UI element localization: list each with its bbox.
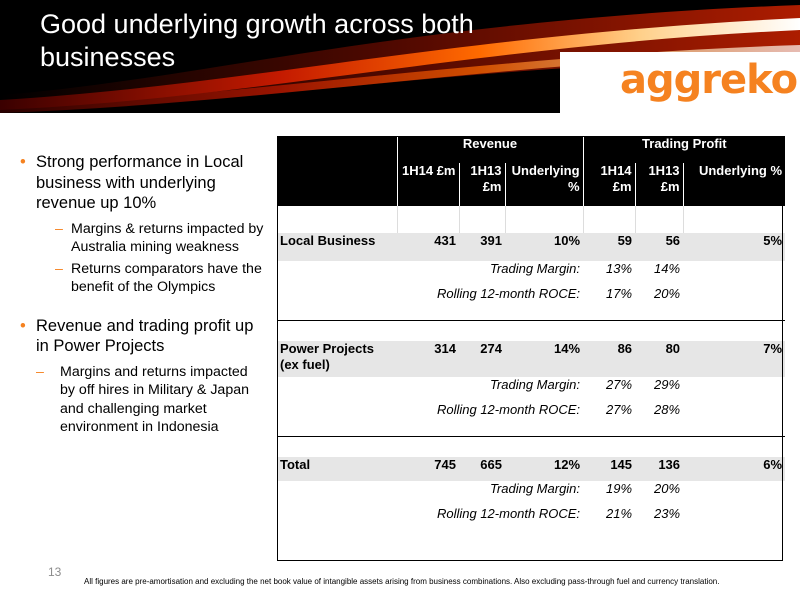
table-row: Trading Margin: 19% 20% <box>277 481 785 506</box>
revenue-header: Revenue <box>396 136 584 163</box>
table-cell: 14% <box>505 341 584 377</box>
bullet-dot-icon: • <box>20 153 26 171</box>
table-row: Rolling 12-month ROCE: 27% 28% <box>277 402 785 437</box>
column-header: 1H13 £m <box>458 163 505 206</box>
table-row: Trading Margin: 27% 29% <box>277 377 785 402</box>
column-header: 1H14 £m <box>396 163 459 206</box>
table-cell: 19% <box>606 481 633 496</box>
bullet-text: Strong performance in Local business wit… <box>36 153 244 212</box>
column-header-row: 1H14 £m 1H13 £m Underlying % 1H14 £m 1H1… <box>277 163 786 206</box>
roce-label: Rolling 12-month ROCE: <box>436 506 581 521</box>
table-row: Trading Margin: 13% 14% <box>277 261 785 286</box>
table-cell: 27% <box>606 402 633 417</box>
column-header: 1H14 £m <box>582 163 636 206</box>
roce-label: Rolling 12-month ROCE: <box>436 286 581 301</box>
table-cell: 274 <box>459 341 505 377</box>
aggreko-logo: aggreko <box>620 57 798 103</box>
table-row: Local Business 431 391 10% 59 56 5% <box>277 233 786 261</box>
table-cell: 391 <box>459 233 505 261</box>
roce-label: Rolling 12-month ROCE: <box>436 402 581 417</box>
trading-margin-label: Trading Margin: <box>489 377 581 392</box>
header-swoosh-graphic <box>0 5 800 113</box>
results-table: Revenue Trading Profit 1H14 £m 1H13 £m U… <box>277 136 786 540</box>
table-cell: 745 <box>397 457 459 481</box>
table-cell: 23% <box>654 506 681 521</box>
sub-bullet-text: Margins and returns impacted by off hire… <box>60 363 249 436</box>
table-cell: 20% <box>654 286 681 301</box>
group-header-row: Revenue Trading Profit <box>277 136 786 163</box>
column-header: Underlying % <box>504 163 584 206</box>
corner-cell <box>277 163 397 206</box>
table-cell: 21% <box>606 506 633 521</box>
slide-header: Good underlying growth across both busin… <box>0 0 800 113</box>
row-label: Local Business <box>277 233 397 261</box>
bullet-item: • Strong performance in Local business w… <box>20 152 265 214</box>
table-cell: 145 <box>583 457 636 481</box>
sub-bullet-item: – Margins & returns impacted by Australi… <box>20 220 265 257</box>
table-cell: 665 <box>459 457 505 481</box>
table-cell: 136 <box>635 457 684 481</box>
table-cell: 10% <box>505 233 584 261</box>
trading-margin-label: Trading Margin: <box>489 261 581 276</box>
bullet-text: Revenue and trading profit up in Power P… <box>36 316 254 356</box>
table-cell: 431 <box>397 233 459 261</box>
table-cell: 14% <box>654 261 681 276</box>
table-cell: 13% <box>606 261 633 276</box>
table-cell: 314 <box>397 341 459 377</box>
table-cell: 59 <box>583 233 636 261</box>
slide-title: Good underlying growth across both busin… <box>40 9 474 72</box>
column-header: Underlying % <box>682 163 786 206</box>
table-cell: 29% <box>654 377 681 392</box>
table-row: Total 745 665 12% 145 136 6% <box>277 457 786 481</box>
table-cell: 7% <box>683 341 786 377</box>
table-cell: 86 <box>583 341 636 377</box>
table-cell: 6% <box>683 457 786 481</box>
row-label: Total <box>277 457 397 481</box>
table-cell: 17% <box>606 286 633 301</box>
trading-margin-label: Trading Margin: <box>489 481 581 496</box>
table-cell: 56 <box>635 233 684 261</box>
bullet-item: • Revenue and trading profit up in Power… <box>20 316 265 357</box>
table-cell: 5% <box>683 233 786 261</box>
table-cell: 28% <box>654 402 681 417</box>
page-number: 13 <box>48 565 62 579</box>
sub-bullet-item: – Returns comparators have the benefit o… <box>20 260 265 297</box>
column-header: 1H13 £m <box>634 163 684 206</box>
sub-bullet-item: – Margins and returns impacted by off hi… <box>20 363 265 437</box>
table-row: Rolling 12-month ROCE: 21% 23% <box>277 506 785 540</box>
table-cell: 27% <box>606 377 633 392</box>
corner-cell <box>277 136 397 163</box>
row-label: Power Projects (ex fuel) <box>277 341 397 377</box>
table-cell: 12% <box>505 457 584 481</box>
dash-icon: – <box>55 260 63 277</box>
dash-icon: – <box>36 363 44 380</box>
bullet-dot-icon: • <box>20 316 26 335</box>
table-row: Power Projects (ex fuel) 314 274 14% 86 … <box>277 341 786 377</box>
trading-profit-header: Trading Profit <box>582 136 786 163</box>
dash-icon: – <box>55 220 63 237</box>
table-cell: 20% <box>654 481 681 496</box>
table-cell: 80 <box>635 341 684 377</box>
sub-bullet-text: Margins & returns impacted by Australia … <box>71 220 264 256</box>
footnote: All figures are pre-amortisation and exc… <box>84 577 720 586</box>
sub-bullet-text: Returns comparators have the benefit of … <box>71 260 262 296</box>
table-row: Rolling 12-month ROCE: 17% 20% <box>277 286 785 321</box>
bullet-list: • Strong performance in Local business w… <box>20 152 265 440</box>
